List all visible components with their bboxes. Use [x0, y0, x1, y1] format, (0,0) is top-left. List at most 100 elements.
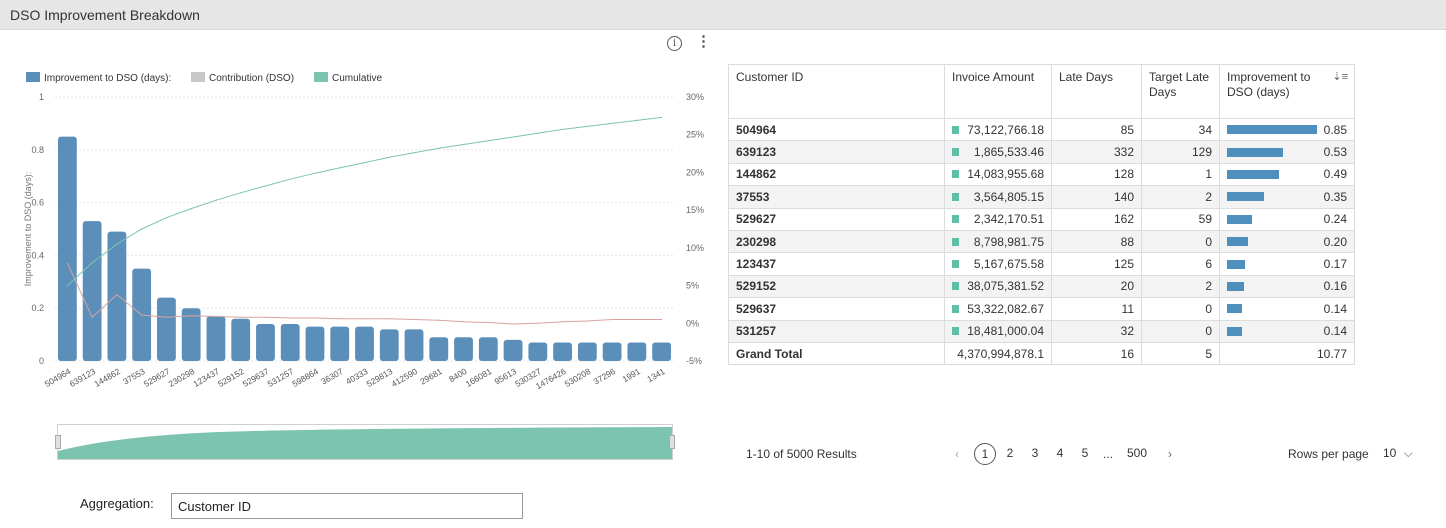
bar[interactable]	[280, 324, 300, 361]
brush-handle-left[interactable]	[55, 435, 61, 449]
table-row[interactable]: 144862 14,083,955.68 128 1 0.49	[728, 162, 1355, 187]
page-2[interactable]: 2	[1006, 446, 1014, 460]
rows-per-page-select[interactable]: 10 ⌵	[1383, 446, 1413, 461]
cell-late-days: 85	[1051, 117, 1142, 142]
page-last[interactable]: 500	[1126, 446, 1148, 460]
table-row[interactable]: 529152 38,075,381.52 20 2 0.16	[728, 274, 1355, 299]
col-header-target-late-days[interactable]: Target Late Days	[1141, 64, 1220, 119]
bar[interactable]	[652, 342, 672, 361]
aggregation-input[interactable]	[171, 493, 523, 519]
results-count: 1-10 of 5000 Results	[746, 447, 857, 461]
table-row[interactable]: 230298 8,798,981.75 88 0 0.20	[728, 229, 1355, 254]
contribution-point	[413, 318, 415, 321]
table-row[interactable]: 531257 18,481,000.04 32 0 0.14	[728, 319, 1355, 343]
y2-tick-label: 0%	[686, 318, 699, 328]
brush-handle-right[interactable]	[669, 435, 675, 449]
y2-tick-label: 5%	[686, 281, 699, 291]
grand-total-invoice: 4,370,994,878.1	[944, 341, 1052, 366]
cell-target-late-days: 2	[1141, 185, 1220, 209]
bar[interactable]	[231, 318, 251, 361]
legend-swatch[interactable]	[26, 72, 40, 82]
x-tick-label: 37296	[592, 366, 618, 387]
bar[interactable]	[57, 136, 77, 361]
legend-label[interactable]: Contribution (DSO)	[209, 73, 294, 84]
page-4[interactable]: 4	[1056, 446, 1064, 460]
cell-target-late-days: 129	[1141, 140, 1220, 164]
cell-target-late-days: 0	[1141, 229, 1220, 254]
bar[interactable]	[107, 231, 127, 361]
table-row[interactable]: 529627 2,342,170.51 162 59 0.24	[728, 207, 1355, 231]
table-row[interactable]: 529637 53,322,082.67 11 0 0.14	[728, 297, 1355, 321]
cumulative-point	[190, 208, 192, 210]
cumulative-point	[165, 217, 168, 219]
bar[interactable]	[503, 339, 523, 361]
contribution-point	[537, 322, 539, 324]
cell-invoice-amount: 38,075,381.52	[944, 274, 1052, 299]
bar[interactable]	[82, 221, 102, 361]
bar[interactable]	[404, 329, 424, 361]
prev-page-chevron-icon[interactable]: ‹	[955, 447, 959, 461]
bar[interactable]	[478, 337, 498, 361]
x-tick-label: 529627	[142, 366, 172, 389]
bar[interactable]	[553, 342, 572, 361]
bar[interactable]	[181, 308, 201, 361]
sort-desc-icon[interactable]: ⇣≡	[1332, 71, 1348, 83]
col-header-invoice-amount[interactable]: Invoice Amount	[944, 64, 1052, 119]
bar[interactable]	[577, 342, 597, 361]
page-3[interactable]: 3	[1031, 446, 1039, 460]
table-row[interactable]: 639123 1,865,533.46 332 129 0.53	[728, 140, 1355, 164]
contribution-point	[66, 262, 68, 264]
col-header-late-days[interactable]: Late Days	[1051, 64, 1142, 119]
contribution-point	[661, 318, 663, 321]
improvement-databar	[1227, 169, 1279, 179]
cell-invoice-amount: 53,322,082.67	[944, 297, 1052, 321]
bar[interactable]	[429, 337, 449, 361]
cumulative-point	[611, 122, 613, 124]
more-vertical-icon[interactable]: ⋮	[696, 33, 711, 50]
info-icon[interactable]: i	[667, 36, 682, 51]
bar[interactable]	[256, 324, 275, 361]
cell-improvement: 0.20	[1219, 229, 1355, 254]
bar[interactable]	[454, 337, 473, 361]
legend-label[interactable]: Improvement to DSO (days):	[44, 73, 171, 84]
page-ellipsis: ...	[1102, 447, 1113, 461]
table-row[interactable]: 37553 3,564,805.15 140 2 0.35	[728, 185, 1355, 209]
cell-late-days: 332	[1051, 140, 1142, 164]
col-header-customer-id[interactable]: Customer ID	[728, 64, 945, 119]
bar[interactable]	[355, 326, 374, 361]
bar[interactable]	[330, 326, 350, 361]
table-row[interactable]: 123437 5,167,675.58 125 6 0.17	[728, 252, 1355, 276]
legend-swatch[interactable]	[191, 72, 205, 82]
cell-customer-id: 639123	[728, 140, 945, 164]
bar[interactable]	[157, 297, 176, 361]
cell-customer-id: 529637	[728, 297, 945, 321]
y2-tick-label: 30%	[686, 92, 704, 102]
bar[interactable]	[305, 326, 325, 361]
cell-customer-id: 529152	[728, 274, 945, 299]
legend-label[interactable]: Cumulative	[332, 73, 382, 84]
cell-target-late-days: 1	[1141, 162, 1220, 187]
legend-swatch[interactable]	[314, 72, 328, 82]
bar[interactable]	[627, 342, 647, 361]
page-1[interactable]: 1	[974, 443, 996, 465]
panel-title: DSO Improvement Breakdown	[10, 7, 200, 23]
bar[interactable]	[602, 342, 622, 361]
col-header-improvement[interactable]: Improvement to DSO (days) ⇣≡	[1219, 64, 1355, 119]
cell-late-days: 162	[1051, 207, 1142, 231]
next-page-chevron-icon[interactable]: ›	[1168, 447, 1172, 461]
cell-late-days: 32	[1051, 319, 1142, 343]
x-tick-label: 531257	[266, 366, 296, 389]
bar[interactable]	[206, 316, 226, 361]
y2-tick-label: 10%	[686, 243, 704, 253]
contribution-point	[487, 321, 489, 324]
table-row[interactable]: 504964 73,122,766.18 85 34 0.85	[728, 117, 1355, 142]
bar[interactable]	[528, 342, 548, 361]
contribution-point	[388, 318, 390, 320]
invoice-marker	[952, 304, 959, 313]
invoice-value: 5,167,675.58	[973, 257, 1044, 272]
page-5[interactable]: 5	[1081, 446, 1089, 460]
contribution-point	[462, 321, 465, 323]
bar[interactable]	[379, 329, 399, 361]
cell-improvement: 0.35	[1219, 185, 1355, 209]
chart-range-brush[interactable]	[55, 424, 675, 460]
